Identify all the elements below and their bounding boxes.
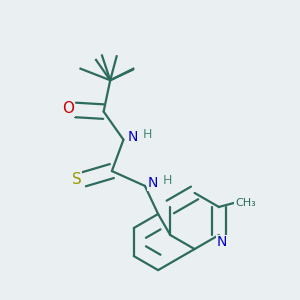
Text: H: H	[142, 128, 152, 141]
Text: N: N	[128, 130, 138, 144]
Text: S: S	[72, 172, 81, 187]
Text: H: H	[163, 175, 172, 188]
Text: CH₃: CH₃	[235, 198, 256, 208]
Text: O: O	[62, 101, 74, 116]
Text: N: N	[217, 235, 227, 249]
Text: N: N	[148, 176, 158, 190]
